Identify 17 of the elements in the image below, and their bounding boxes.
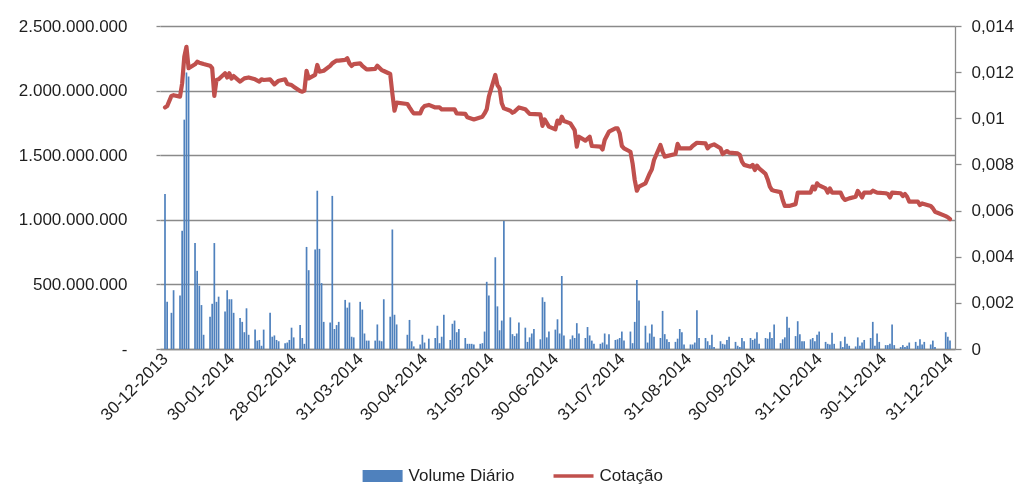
y-tick-label: 500.000.000 [32, 274, 128, 294]
line-series [162, 44, 953, 222]
y2-tick-label: 0,004 [971, 247, 1015, 267]
y2-tick-label: 0 [971, 339, 981, 359]
y2-tick-label: 0,01 [971, 108, 1005, 128]
y-tick-label: 1.500.000.000 [18, 145, 128, 165]
y-tick-label: - [121, 339, 128, 359]
legend-label: Volume Diário [408, 466, 515, 484]
y2-tick-label: 0,008 [971, 154, 1015, 174]
y2-tick-label: 0,014 [971, 16, 1015, 36]
y-tick-label: 2.000.000.000 [18, 81, 128, 101]
y-tick-label: 2.500.000.000 [18, 16, 128, 36]
y2-tick-label: 0,006 [971, 201, 1015, 221]
y2-tick-label: 0,002 [971, 293, 1015, 313]
y-tick-label: 1.000.000.000 [18, 210, 128, 230]
y2-tick-label: 0,012 [971, 62, 1015, 82]
legend-label: Cotação [599, 466, 663, 484]
